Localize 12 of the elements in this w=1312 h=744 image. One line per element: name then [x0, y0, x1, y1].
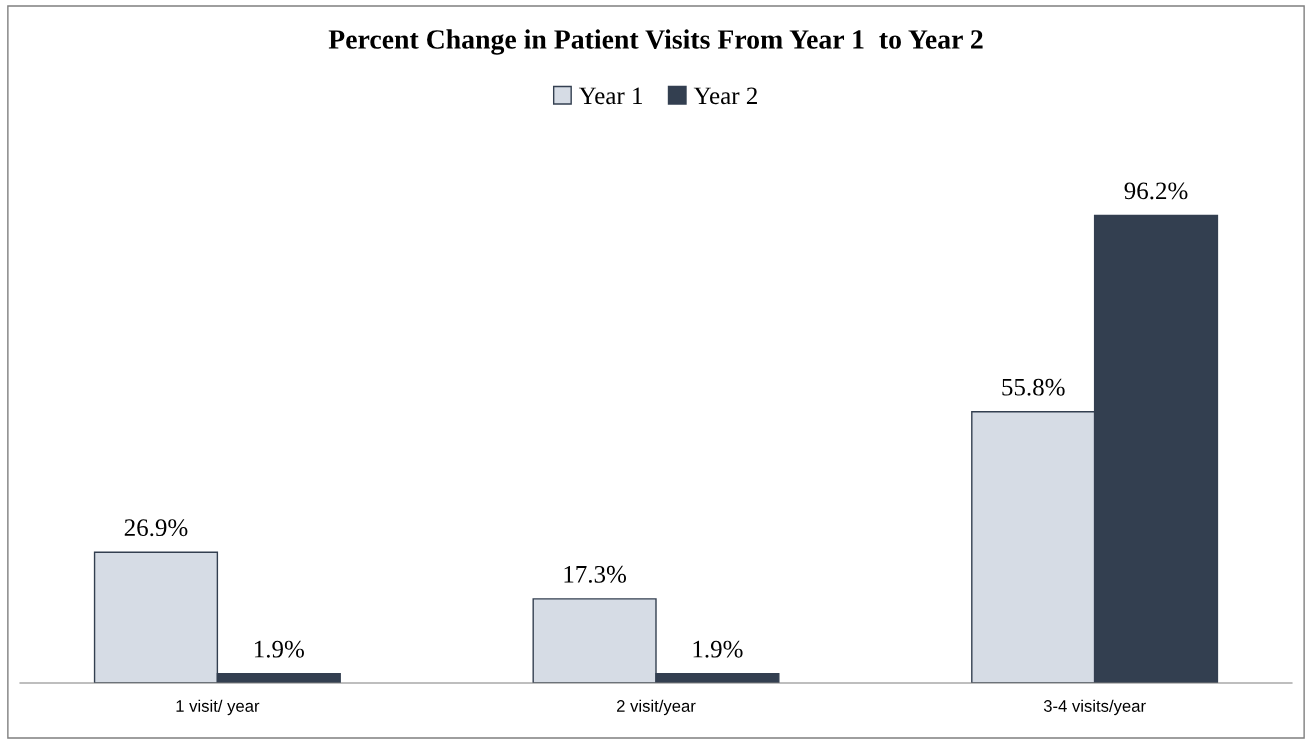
data-label: 96.2% [1124, 182, 1188, 200]
legend-label: Year 2 [693, 87, 757, 105]
x-tick-label: 1 visit/ year [176, 699, 260, 716]
data-label: 17.3% [564, 565, 627, 583]
data-label: 1.9% [693, 640, 743, 658]
data-label: 26.9% [124, 519, 188, 537]
data-label: 1.9% [254, 640, 304, 658]
data-label: 55.8% [1002, 378, 1065, 396]
legend-label: Year 1 [578, 87, 642, 105]
x-tick-label: 3-4 visits/year [1043, 699, 1146, 716]
x-tick-label: 2 visit/year [617, 699, 696, 716]
chart-title: Percent Change in Patient Visits From Year 1 to Year 2 [328, 29, 983, 55]
